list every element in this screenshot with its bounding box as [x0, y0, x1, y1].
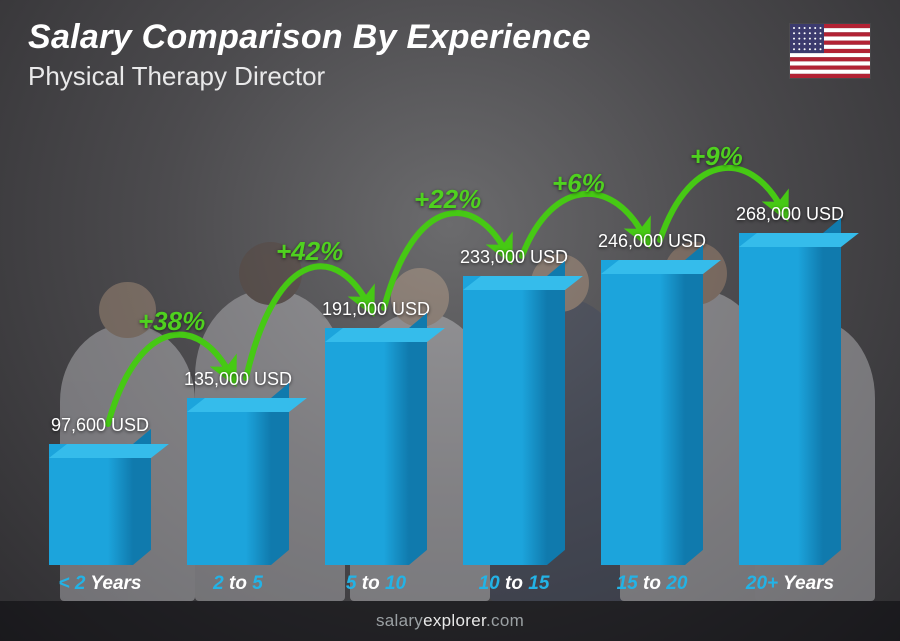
bar: [49, 444, 151, 565]
bar-value-label: 97,600 USD: [51, 415, 149, 436]
bar-value-label: 268,000 USD: [736, 204, 844, 225]
bar-slot: 97,600 USD: [40, 415, 160, 565]
bar-slot: 135,000 USD: [178, 369, 298, 565]
x-label: 10 to 15: [454, 573, 574, 595]
footer-tld: .com: [486, 611, 524, 630]
footer-brand: salaryexplorer.com: [376, 611, 524, 631]
bar-slot: 233,000 USD: [454, 247, 574, 565]
bar: [463, 276, 565, 565]
bar-value-label: 233,000 USD: [460, 247, 568, 268]
x-label: 20+ Years: [730, 573, 850, 595]
footer-suffix: explorer: [423, 611, 486, 630]
x-label: 5 to 10: [316, 573, 436, 595]
bar-slot: 268,000 USD: [730, 204, 850, 565]
increment-label: +42%: [276, 236, 343, 267]
x-label: < 2 Years: [40, 573, 160, 595]
bar-value-label: 191,000 USD: [322, 299, 430, 320]
bar: [187, 398, 289, 565]
bar: [601, 260, 703, 565]
increment-label: +6%: [552, 168, 605, 199]
bar-slot: 246,000 USD: [592, 231, 712, 565]
increment-label: +38%: [138, 306, 205, 337]
bar: [325, 328, 427, 565]
title-main: Salary Comparison By Experience: [28, 18, 591, 57]
title-block: Salary Comparison By Experience Physical…: [28, 18, 591, 92]
x-label: 15 to 20: [592, 573, 712, 595]
bar-value-label: 246,000 USD: [598, 231, 706, 252]
bar-value-label: 135,000 USD: [184, 369, 292, 390]
flag-usa: [790, 24, 870, 78]
x-label: 2 to 5: [178, 573, 298, 595]
footer-prefix: salary: [376, 611, 423, 630]
title-sub: Physical Therapy Director: [28, 61, 591, 92]
bar-slot: 191,000 USD: [316, 299, 436, 565]
bar-chart: 97,600 USD 135,000 USD 191,000 USD 233,000 …: [40, 120, 850, 601]
increment-label: +22%: [414, 184, 481, 215]
footer: salaryexplorer.com: [0, 601, 900, 641]
bar: [739, 233, 841, 565]
increment-label: +9%: [690, 141, 743, 172]
infographic-canvas: Salary Comparison By Experience Physical…: [0, 0, 900, 641]
x-axis-labels: < 2 Years 2 to 5 5 to 10 10 to 15 15 to 20 20…: [40, 573, 850, 595]
